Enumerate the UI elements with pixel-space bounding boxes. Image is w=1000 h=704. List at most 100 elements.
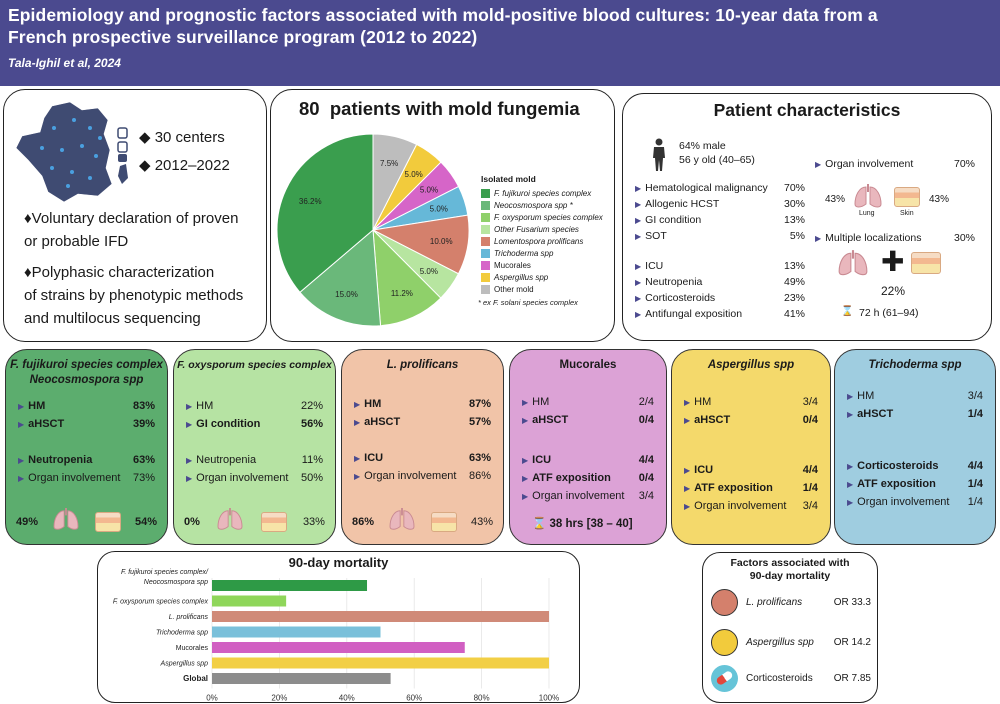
species-card-row: ▶ aHSCT 57% (354, 416, 491, 428)
skin-icon (260, 511, 287, 532)
species-card-row: ▶ ICU 63% (354, 452, 491, 464)
bar (212, 611, 549, 622)
bar (212, 642, 465, 653)
species-card-row: ▶ Corticosteroids 4/4 (847, 460, 983, 472)
mortality-panel: 90-day mortality 0% 20% 40% 60% 80% 100% F. fu… (97, 551, 580, 703)
species-card-row: ▶ Organ involvement 86% (354, 470, 491, 482)
characteristic-row: ▶ Neutropenia 49% (635, 276, 805, 288)
pie-slice-label-2: 11.2% (391, 289, 413, 298)
hourglass-icon: ⌛ (841, 306, 854, 317)
characteristic-value: 49% (783, 276, 805, 288)
characteristics-panel: Patient characteristics 64% male 56 y ol… (622, 93, 992, 341)
pie-slice-label-4: 10.0% (430, 237, 453, 246)
species-card-row: ▶ ATF exposition 0/4 (522, 472, 654, 484)
characteristic-value: 5% (789, 230, 805, 242)
organ-icons-row: 0% 33% (184, 508, 325, 535)
skin-icon (430, 511, 457, 532)
bar-category-label: F. oxysporum species complex (113, 599, 209, 606)
legend-swatch (481, 248, 490, 258)
factor-odds-ratio: OR 33.3 (833, 597, 871, 608)
species-card-title: Trichoderma spp (868, 359, 962, 371)
time-to-positivity: ⌛ 38 hrs [38 – 40] (532, 518, 633, 530)
legend-item: Mucorales (481, 259, 613, 271)
legend-label: Lomentospora prolificans (494, 236, 584, 246)
x-tick-label: 60% (406, 694, 422, 703)
legend-item: Other mold (481, 283, 613, 295)
legend-item: Neocosmospora spp * (481, 199, 613, 211)
bar-category-label: L. prolificans (169, 614, 209, 621)
male-pct: 64% male (679, 140, 726, 152)
person-icon (653, 138, 665, 171)
species-card: Trichoderma spp ▶ HM 3/4 ▶ aHSCT 1/4 ▶ Corticost… (834, 349, 996, 545)
lung-icon (53, 508, 79, 530)
characteristic-value: 41% (783, 308, 805, 320)
legend-label: Mucorales (494, 260, 531, 270)
species-card-title: Aspergillus spp (707, 359, 795, 371)
multi-pct: 22% (881, 284, 906, 298)
species-card: Mucorales ▶ HM 2/4 ▶ aHSCT 0/4 ▶ ICU 4/4 ▶ ATF expo… (509, 349, 667, 545)
pie-slice-label-7: 5.0% (405, 170, 423, 179)
legend-label: Other Fusarium species (494, 224, 579, 234)
species-card: L. prolificans ▶ HM 87% ▶ aHSCT 57% ▶ ICU 63% ▶ Org… (341, 349, 504, 545)
skin-icon (94, 511, 121, 532)
centers-label: ◆ 30 centers (139, 129, 225, 146)
species-card-title: Mucorales (559, 359, 617, 371)
point2-line3: and multilocus sequencing (24, 310, 201, 327)
years-label: ◆ 2012–2022 (139, 157, 230, 174)
legend-label: Other mold (494, 284, 534, 294)
lung-pct: 43% (825, 194, 846, 205)
pie-slice-label-6: 5.0% (420, 185, 438, 194)
factor-label: Aspergillus spp (746, 637, 814, 648)
pie-legend: F. fujikuroi species complex Neocosmospor… (481, 187, 613, 295)
point2-line1: ♦Polyphasic characterization (24, 264, 215, 281)
legend-swatch (481, 212, 490, 222)
legend-item: Trichoderma spp (481, 247, 613, 259)
title-line-1: Epidemiology and prognostic factors asso… (8, 5, 878, 25)
skin-label: Skin (900, 210, 914, 217)
legend-swatch (481, 224, 490, 234)
species-card-title: L. prolificans (386, 359, 459, 371)
species-card: Aspergillus spp ▶ HM 3/4 ▶ aHSCT 0/4 ▶ ICU 4/4 ▶ AT… (671, 349, 831, 545)
lung-label: Lung (859, 210, 875, 217)
characteristic-label: ICU (645, 260, 664, 272)
species-card-row: ▶ GI condition 56% (186, 418, 323, 430)
legend-label: Aspergillus spp (494, 272, 549, 282)
characteristic-label: Neutropenia (645, 276, 703, 288)
lung-icon-multi (838, 250, 868, 276)
species-card-row: ▶ HM 22% (186, 400, 323, 412)
species-card-title: F. fujikuroi species complex Neocosmospor… (10, 359, 163, 386)
species-card-row: ▶ ATF exposition 1/4 (847, 478, 983, 490)
plus-icon: ✚ (881, 246, 905, 277)
legend-swatch (481, 236, 490, 246)
species-card-row: ▶ HM 3/4 (847, 390, 983, 402)
pie-slice-label-0: 36.2% (299, 197, 322, 206)
pie-slice-2 (372, 228, 442, 327)
characteristic-label: SOT (645, 230, 667, 242)
x-tick-label: 80% (474, 694, 490, 703)
skin-icon-multi (911, 252, 941, 274)
factors-panel: Factors associated with 90-day mortality … (702, 552, 878, 703)
species-card-row: ▶ Organ involvement 50% (186, 472, 323, 484)
lung-icon (217, 508, 243, 530)
france-map-icon (15, 101, 128, 203)
species-card-row: ▶ Organ involvement 1/4 (847, 496, 983, 508)
mortality-title: 90-day mortality (288, 555, 389, 570)
legend-label: Trichoderma spp (494, 248, 554, 258)
bar-category-label: Global (183, 674, 208, 683)
species-card: F. oxysporum species complex ▶ HM 22% ▶ GI co… (173, 349, 336, 545)
bar-category-label: Neocosmospora spp (144, 579, 208, 586)
species-card-row: ▶ Organ involvement 3/4 (522, 490, 654, 502)
characteristic-row: ▶ SOT 5% (635, 230, 805, 242)
factor-row: Aspergillus spp OR 14.2 (711, 629, 871, 656)
characteristic-value: 30% (783, 198, 805, 210)
skin-icon (894, 187, 920, 207)
organ-icons-row: 86% 43% (352, 508, 493, 535)
x-tick-label: 40% (339, 694, 355, 703)
age: 56 y old (40–65) (679, 154, 755, 166)
legend-item: F. oxysporum species complex (481, 211, 613, 223)
legend-swatch (481, 260, 490, 270)
pie-panel: 80 patients with mold fungemia 7.5% 5.0% 5… (270, 89, 615, 342)
pie-slice-label-1: 15.0% (335, 290, 358, 299)
legend-item: Aspergillus spp (481, 271, 613, 283)
species-card-row: ▶ aHSCT 39% (18, 418, 155, 430)
